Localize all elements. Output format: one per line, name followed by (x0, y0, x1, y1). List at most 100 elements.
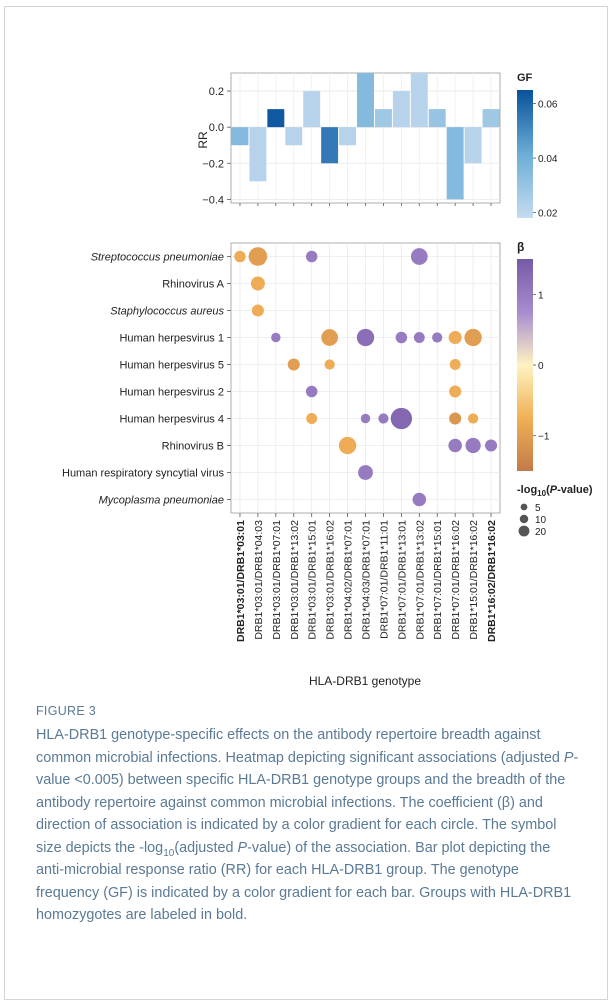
gf-legend-title: GF (517, 72, 533, 84)
rr-bar (303, 91, 321, 128)
figure-label: FIGURE 3 (36, 704, 97, 718)
heat-row-label: Mycoplasma pneumoniae (99, 495, 224, 507)
genotype-label: DRB1*03:01/DRB1*16:02 (325, 520, 337, 640)
association-point (305, 385, 318, 398)
association-point (448, 438, 462, 453)
bar-y-tick-label: −0.2 (202, 158, 224, 170)
association-point (468, 413, 479, 424)
association-point (378, 413, 389, 424)
genotype-label: DRB1*07:01/DRB1*15:01 (432, 520, 444, 640)
rr-bar (464, 127, 482, 164)
heat-row-label: Human respiratory syncytial virus (62, 468, 224, 480)
association-point (358, 465, 373, 480)
association-point (412, 492, 427, 507)
rr-bar-chart: 0.2 0.0 −0.2 −0.4 RR (196, 72, 501, 206)
bar-y-axis-label: RR (196, 131, 210, 149)
genotype-label: DRB1*03:01/DRB1*13:02 (289, 520, 301, 640)
figure-frame (4, 6, 608, 1000)
rr-bar (357, 73, 374, 128)
heat-row-label: Rhinovirus B (162, 441, 224, 453)
genotype-label: DRB1*03:01/DRB1*07:01 (271, 520, 283, 640)
rr-bar (410, 73, 428, 128)
association-point (395, 331, 408, 344)
association-point (464, 328, 482, 347)
size-legend-circle (518, 525, 530, 537)
association-point (448, 330, 462, 345)
association-point (465, 437, 481, 454)
association-point (248, 247, 268, 266)
caption-fragment: 10 (163, 847, 175, 859)
rr-bar (374, 109, 392, 128)
heat-row-label: Human herpesvirus 1 (119, 333, 224, 345)
association-point (390, 407, 413, 430)
caption-fragment: P (563, 749, 574, 766)
genotype-label: DRB1*07:01/DRB1*11:01 (378, 520, 390, 639)
rr-bar (392, 91, 410, 128)
rr-bar (321, 127, 339, 164)
heat-row-label: Rhinovirus A (162, 279, 224, 291)
genotype-label: DRB1*07:01/DRB1*13:01 (396, 520, 408, 640)
figure-caption: FIGURE 3 HLA-DRB1 genotype-specific effe… (36, 704, 582, 927)
rr-bar (285, 127, 303, 146)
heat-row-label: Staphylococcus aureus (110, 306, 224, 318)
genotype-label: DRB1*03:01/DRB1*03:01 (235, 520, 247, 642)
size-legend-circle (520, 503, 528, 511)
association-point (251, 304, 264, 317)
rr-bar (231, 127, 249, 146)
association-point (287, 358, 300, 371)
association-point (324, 359, 335, 370)
beta-legend-tick-label: −1 (538, 432, 550, 443)
size-legend-label: 5 (535, 503, 541, 514)
rr-bar (428, 109, 446, 128)
size-legend-circle (519, 514, 529, 524)
genotype-label: DRB1*16:02/DRB1*16:02 (486, 520, 498, 642)
caption-fragment: HLA-DRB1 genotype-specific effects on th… (36, 727, 564, 766)
caption-fragment: -value) of the association. Bar plot dep… (36, 839, 572, 924)
size-legend-label: 10 (535, 515, 547, 526)
figure-chart: 0.2 0.0 −0.2 −0.4 RR GF 0.06 0.04 0.02 Strept… (62, 72, 593, 688)
caption-fragment: (adjusted (174, 839, 238, 856)
association-point (449, 385, 462, 398)
association-point (305, 250, 318, 263)
gf-gradient-bar (517, 90, 533, 218)
beta-legend-tick-label: 1 (538, 290, 544, 301)
genotype-label: DRB1*15:01/DRB1*16:02 (468, 520, 480, 640)
association-point (250, 276, 265, 291)
rr-bar (339, 127, 357, 146)
gf-legend-tick-label: 0.02 (538, 209, 558, 220)
association-point (360, 413, 371, 424)
association-point (484, 439, 498, 452)
gf-legend-tick-label: 0.04 (538, 154, 558, 165)
genotype-label: DRB1*07:01/DRB1*13:02 (414, 520, 426, 640)
size-legend-label: 20 (535, 527, 547, 538)
association-point (413, 332, 425, 343)
heat-row-label: Human herpesvirus 2 (119, 387, 224, 399)
bar-y-tick-label: −0.4 (202, 194, 224, 206)
association-point (271, 332, 281, 343)
association-point (338, 436, 357, 455)
genotype-label: DRB1*07:01/DRB1*16:02 (450, 520, 462, 640)
association-point (432, 332, 443, 343)
beta-legend-title: β (517, 240, 524, 254)
heat-row-label: Streptococcus pneumoniae (91, 252, 224, 264)
bar-y-tick-label: 0.2 (209, 86, 224, 98)
beta-legend-tick-label: 0 (538, 361, 544, 372)
association-point (410, 248, 428, 265)
rr-bar (446, 127, 464, 200)
figure-caption-text: HLA-DRB1 genotype-specific effects on th… (36, 724, 582, 927)
beta-legend: β 1 0 −1 (517, 240, 550, 471)
bar-y-tick-label: 0.0 (209, 122, 224, 134)
rr-bar (249, 127, 267, 182)
association-point (356, 328, 375, 347)
rr-bar (482, 109, 500, 128)
association-point (306, 413, 318, 424)
heat-row-label: Human herpesvirus 4 (119, 414, 224, 426)
association-point (234, 250, 246, 263)
size-legend-title: -log10(P-value) (517, 484, 593, 498)
genotype-label: DRB1*03:01/DRB1*15:01 (307, 520, 319, 640)
gf-legend-tick-label: 0.06 (538, 100, 558, 111)
gf-legend: GF 0.06 0.04 0.02 (517, 72, 558, 220)
beta-gradient-bar (517, 259, 533, 471)
heat-row-label: Human herpesvirus 5 (119, 360, 224, 372)
